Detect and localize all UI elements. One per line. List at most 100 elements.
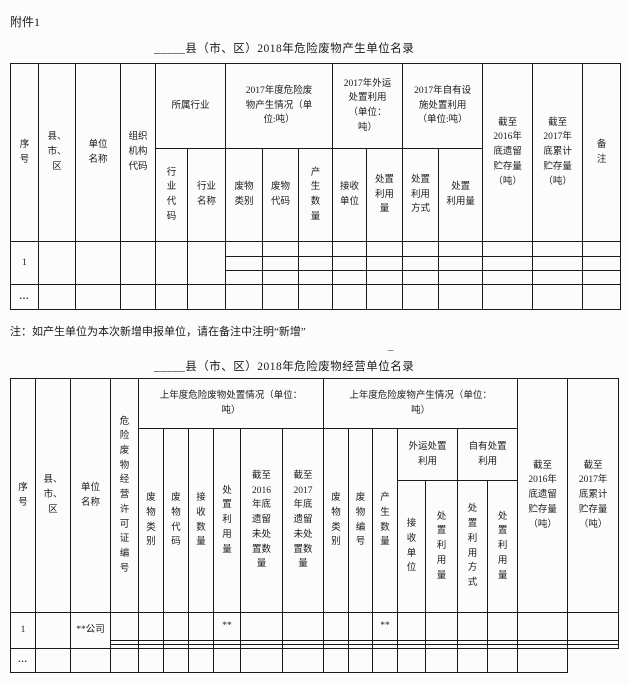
t1-header-storage-2017: 截至 2017年 底累计 贮存量 （吨） — [532, 63, 584, 242]
empty-cell — [517, 648, 569, 673]
empty-cell — [298, 284, 334, 310]
t1-header-outbound-group: 2017年外运 处置利用 （单位： 吨） — [332, 63, 404, 149]
t2-header-outbound-disposal-amount: 处 置 利 用 量 — [425, 480, 459, 613]
t2-header-waste-category-right: 废 物 类 别 — [323, 428, 350, 613]
t2-header-disposal-method: 处 置 利 用 方 式 — [457, 480, 489, 613]
empty-cell — [298, 256, 334, 271]
t2-row1-gen-amount-cell: ** — [372, 612, 399, 641]
empty-cell — [348, 612, 374, 641]
table2-title: _____县（市、区）2018年危险废物经营单位名录 — [154, 361, 415, 373]
empty-cell — [298, 241, 334, 257]
empty-cell — [438, 270, 484, 285]
t2-header-disposal-amount-left: 处 置 利 用 量 — [213, 428, 241, 613]
empty-cell — [438, 256, 484, 271]
empty-cell — [582, 270, 622, 285]
t2-header-storage-2016: 截至 2016年 底遗留 贮存量 （吨） — [517, 378, 569, 613]
empty-cell — [120, 241, 156, 285]
t2-header-gen-group: 上年度危险废物产生情况（单位： 吨） — [323, 378, 519, 429]
t2-header-disposal-group: 上年度危险废物处置情况（单位： 吨） — [137, 378, 325, 429]
t1-header-waste-code: 废物 代码 — [262, 148, 300, 242]
empty-cell — [281, 612, 325, 641]
t1-header-storage-2016: 截至 2016年 底遗留 贮存量 （吨） — [482, 63, 534, 242]
empty-cell — [332, 256, 368, 271]
empty-cell — [262, 256, 300, 271]
empty-cell — [163, 612, 189, 641]
t2-header-license-no: 危 险 废 物 经 营 许 可 证 编 号 — [110, 378, 139, 613]
empty-cell — [262, 241, 300, 257]
t1-header-unit-name: 单位 名称 — [75, 63, 121, 242]
t2-header-own-disposal-amount: 处 置 利 用 量 — [487, 480, 519, 613]
operating-units-table: 序 号 县、 市、 区 单位 名称 危 险 废 物 经 营 许 可 证 编 号 … — [10, 378, 620, 673]
empty-cell — [366, 270, 404, 285]
empty-cell — [332, 284, 368, 310]
empty-cell — [120, 284, 156, 310]
empty-cell — [532, 284, 584, 310]
t2-header-gen-amount: 产 生 数 量 — [372, 428, 399, 613]
producing-units-table: 序 号 县、 市、 区 单位 名称 组织 机构 代码 所属行业 2017年度危险… — [10, 63, 622, 310]
empty-cell — [332, 241, 368, 257]
t2-header-county: 县、 市、 区 — [35, 378, 71, 613]
empty-cell — [517, 612, 569, 641]
empty-cell — [163, 648, 189, 673]
t2-header-waste-no: 废 物 编 号 — [348, 428, 374, 613]
t2-header-receiver: 接 收 单 位 — [397, 480, 427, 613]
t1-header-county: 县、 市、 区 — [38, 63, 76, 242]
t1-header-industry-group: 所属行业 — [154, 63, 227, 149]
empty-cell — [567, 612, 620, 641]
empty-cell — [457, 612, 489, 641]
empty-cell — [138, 648, 164, 673]
empty-cell — [110, 648, 139, 673]
t1-ellipsis-cell: … — [10, 284, 39, 310]
table1-footnote: 注：如产生单位为本次新增申报单位，请在备注中注明“新增” — [10, 326, 306, 338]
empty-cell — [397, 612, 427, 641]
t2-header-recv-amount: 接 收 数 量 — [188, 428, 214, 613]
empty-cell — [532, 270, 584, 285]
t2-header-storage-2017: 截至 2017年 底累计 贮存量 （吨） — [567, 378, 620, 613]
table1-title: _____县（市、区）2018年危险废物产生单位名录 — [154, 43, 415, 55]
empty-cell — [155, 284, 188, 310]
empty-cell — [110, 612, 139, 641]
empty-cell — [348, 648, 374, 673]
empty-cell — [366, 256, 404, 271]
empty-cell — [262, 270, 300, 285]
t1-header-own-group: 2017年自有设 施处置利用 （单位:吨） — [402, 63, 484, 149]
empty-cell — [425, 648, 459, 673]
t2-header-seq: 序 号 — [10, 378, 36, 613]
empty-cell — [582, 284, 622, 310]
empty-cell — [582, 241, 622, 257]
empty-cell — [75, 241, 121, 285]
empty-cell — [323, 648, 350, 673]
empty-cell — [138, 612, 164, 641]
empty-cell — [332, 270, 368, 285]
t1-header-remark: 备 注 — [582, 63, 622, 242]
empty-cell — [366, 284, 404, 310]
t1-header-org-code: 组织 机构 代码 — [120, 63, 156, 242]
empty-cell — [262, 284, 300, 310]
empty-cell — [225, 256, 264, 271]
empty-cell — [186, 241, 227, 285]
empty-cell — [240, 612, 283, 641]
t2-header-undisposed-2016: 截至 2016 年底 遗留 未处 置数 量 — [240, 428, 283, 613]
empty-cell — [487, 612, 519, 641]
t2-header-outbound-group: 外运处置 利用 — [397, 428, 459, 481]
empty-cell — [372, 648, 399, 673]
t1-row1-seq-cell: 1 — [10, 241, 39, 285]
page-separator-dash: – — [388, 344, 394, 356]
t2-header-waste-category-left: 废 物 类 别 — [138, 428, 164, 613]
empty-cell — [188, 612, 214, 641]
empty-cell — [225, 241, 264, 257]
empty-cell — [366, 241, 404, 257]
empty-cell — [532, 256, 584, 271]
empty-cell — [155, 241, 188, 285]
t2-row1-disposal-amount-cell: ** — [213, 612, 241, 641]
empty-cell — [567, 644, 620, 649]
empty-cell — [582, 256, 622, 271]
empty-cell — [482, 256, 534, 271]
t2-header-undisposed-2017: 截至 2017 年底 遗留 未处 置数 量 — [281, 428, 325, 613]
empty-cell — [186, 284, 227, 310]
attachment-label: 附件1 — [10, 15, 41, 29]
empty-cell — [532, 241, 584, 257]
t1-header-seq: 序 号 — [10, 63, 39, 242]
empty-cell — [70, 648, 111, 673]
